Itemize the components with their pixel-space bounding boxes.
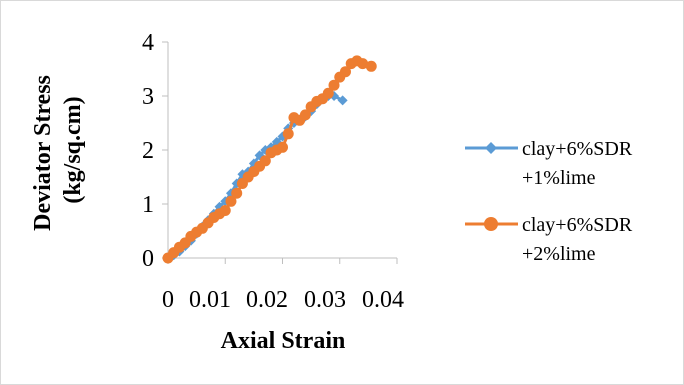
legend-marker [485,142,497,154]
x-tick-label: 0.03 [304,287,346,313]
series-layer [162,55,377,264]
data-point [231,187,243,199]
x-axis-title: Axial Strain [221,328,346,354]
data-point [365,60,377,72]
x-tick-label: 0.01 [189,287,231,313]
y-tick-label: 1 [142,192,154,218]
y-tick-label: 0 [142,246,154,272]
legend-label-line-1: clay+6%SDR [522,214,633,236]
y-tick-label: 3 [142,84,154,110]
data-point [337,95,348,106]
y-tick-label: 2 [142,138,154,164]
data-point [277,141,288,153]
series-2 [162,55,377,264]
legend-label: clay+6%SDR +2%lime [522,214,633,265]
legend-item-2: clay+6%SDR +2%lime [465,214,633,265]
y-axis-title: Deviator Stress (kg/sq.cm) [30,69,86,231]
legend-marker [484,217,498,231]
legend-label: clay+6%SDR +1%lime [522,138,633,189]
data-point [299,109,311,121]
x-ticks: 0 0.01 0.02 0.03 0.04 [162,258,404,313]
legend: clay+6%SDR +1%lime clay+6%SDR +2%lime [465,138,633,265]
data-point [259,155,271,167]
legend-item-1: clay+6%SDR +1%lime [465,138,633,189]
y-tick-label: 4 [142,30,154,56]
y-axis-title-line-2: (kg/sq.cm) [60,96,86,203]
data-point [219,204,231,216]
data-point [328,79,340,91]
y-ticks: 0 1 2 3 4 [142,30,168,272]
legend-label-line-2: +2%lime [522,243,596,265]
x-tick-label: 0 [162,287,174,313]
data-point [225,195,237,207]
y-axis-title-line-1: Deviator Stress [30,75,56,231]
data-point [322,87,334,99]
x-tick-label: 0.04 [362,287,404,313]
legend-label-line-1: clay+6%SDR [522,138,633,160]
legend-label-line-2: +1%lime [522,167,596,189]
data-point [339,66,351,78]
x-tick-label: 0.02 [246,287,288,313]
data-point [282,128,294,140]
data-point [357,58,369,70]
